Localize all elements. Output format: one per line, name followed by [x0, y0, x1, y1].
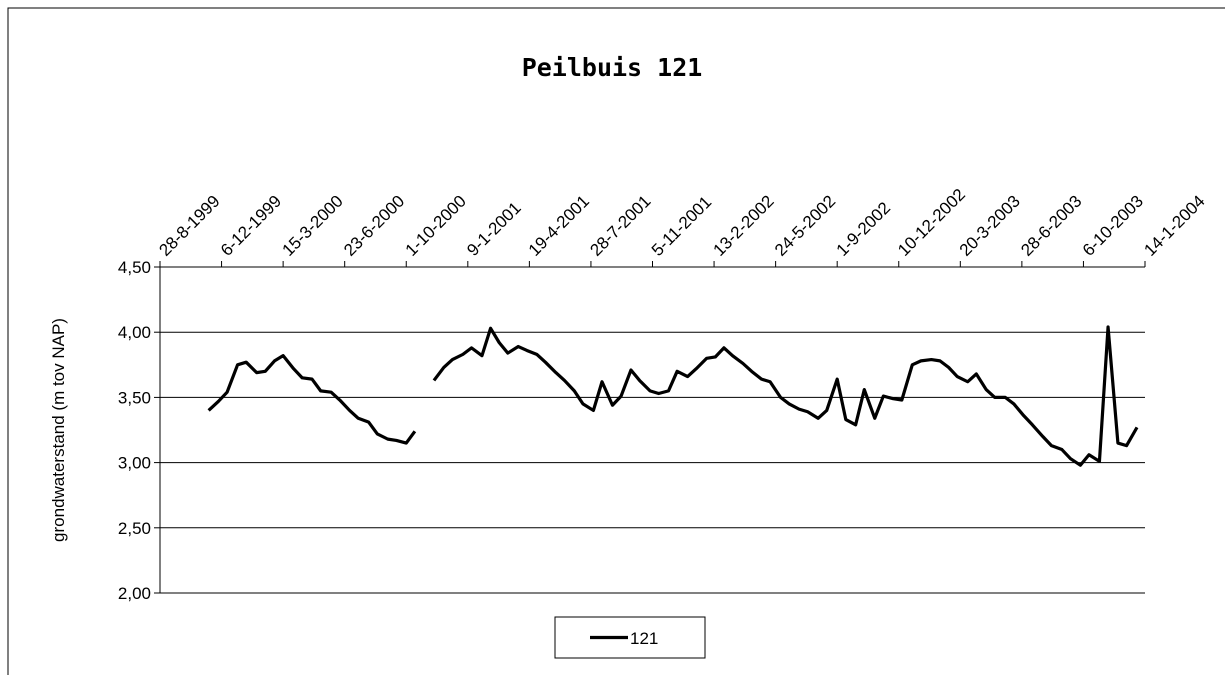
- chart-title: Peilbuis 121: [522, 53, 703, 82]
- legend-box: [554, 616, 706, 659]
- y-tick-label: 2,00: [118, 584, 151, 603]
- plot-area: [160, 267, 1145, 593]
- y-tick-label: 2,50: [118, 519, 151, 538]
- chart-border: [7, 7, 1225, 675]
- y-tick-label: 4,50: [118, 258, 151, 277]
- data-line: [207, 325, 1139, 467]
- y-tick-label: 3,50: [118, 388, 151, 407]
- y-tick-label: 3,00: [118, 454, 151, 473]
- y-tick-label: 4,00: [118, 323, 151, 342]
- legend-label: 121: [630, 629, 658, 648]
- y-axis-title: grondwaterstand (m tov NAP): [49, 318, 68, 542]
